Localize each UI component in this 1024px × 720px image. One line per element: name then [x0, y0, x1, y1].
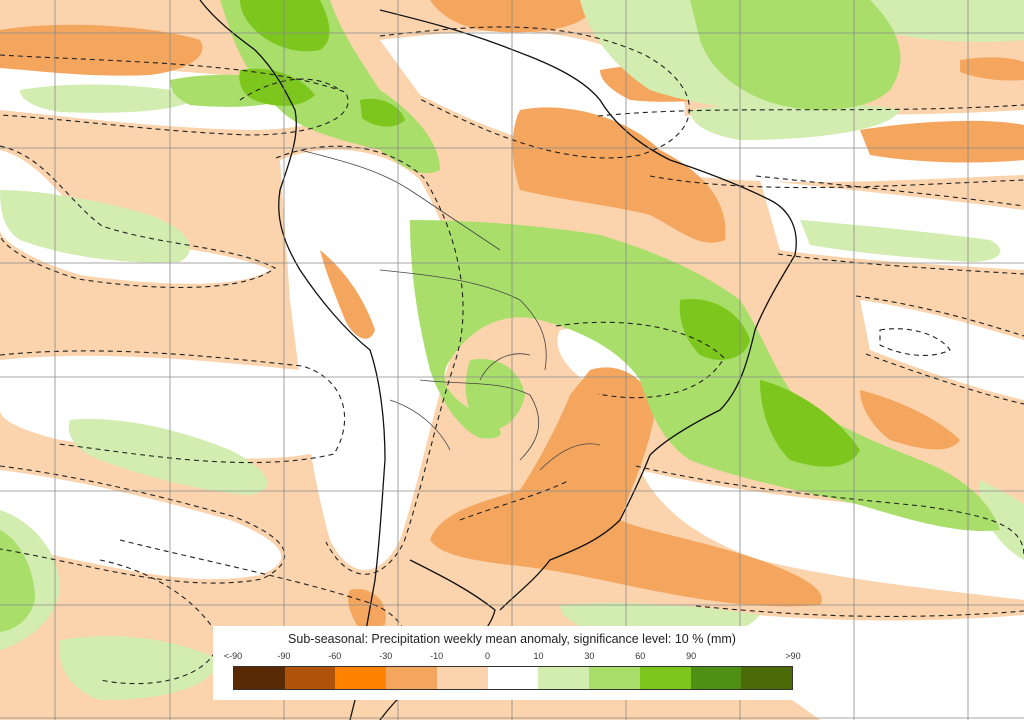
- legend-swatch: [639, 667, 691, 689]
- legend-color-bar: [233, 666, 793, 690]
- legend-tick-label: 90: [686, 651, 697, 661]
- legend-tick-labels: <-90 -90 -60 -30 -10 0 10 30 60 90 >90: [213, 651, 811, 663]
- map-title: Sub-seasonal: Precipitation weekly mean …: [288, 632, 736, 646]
- legend-tick-label: -10: [430, 651, 444, 661]
- legend-swatch: [487, 667, 539, 689]
- legend-swatch: [234, 667, 285, 689]
- country-borders: [299, 149, 601, 471]
- legend-tick-label: -90: [277, 651, 291, 661]
- legend-tick-label: 60: [635, 651, 646, 661]
- legend-swatch: [538, 667, 590, 689]
- wet-light-areas: [0, 0, 1024, 700]
- legend-swatch: [386, 667, 437, 689]
- legend-swatch: [741, 667, 793, 689]
- legend-tick-label: >90: [785, 651, 801, 661]
- legend-tick-label: 30: [584, 651, 595, 661]
- legend-swatch: [589, 667, 640, 689]
- legend-tick-label: 10: [533, 651, 544, 661]
- legend-tick-label: 0: [485, 651, 491, 661]
- legend-swatch: [690, 667, 742, 689]
- legend-tick-label: -30: [379, 651, 393, 661]
- legend-panel: Sub-seasonal: Precipitation weekly mean …: [213, 626, 811, 700]
- legend-tick-label: -60: [328, 651, 342, 661]
- legend-swatch: [284, 667, 336, 689]
- legend-tick-label: <-90: [223, 651, 243, 661]
- wet-strong-areas: [239, 0, 860, 467]
- legend-swatch: [335, 667, 387, 689]
- legend-swatch: [436, 667, 488, 689]
